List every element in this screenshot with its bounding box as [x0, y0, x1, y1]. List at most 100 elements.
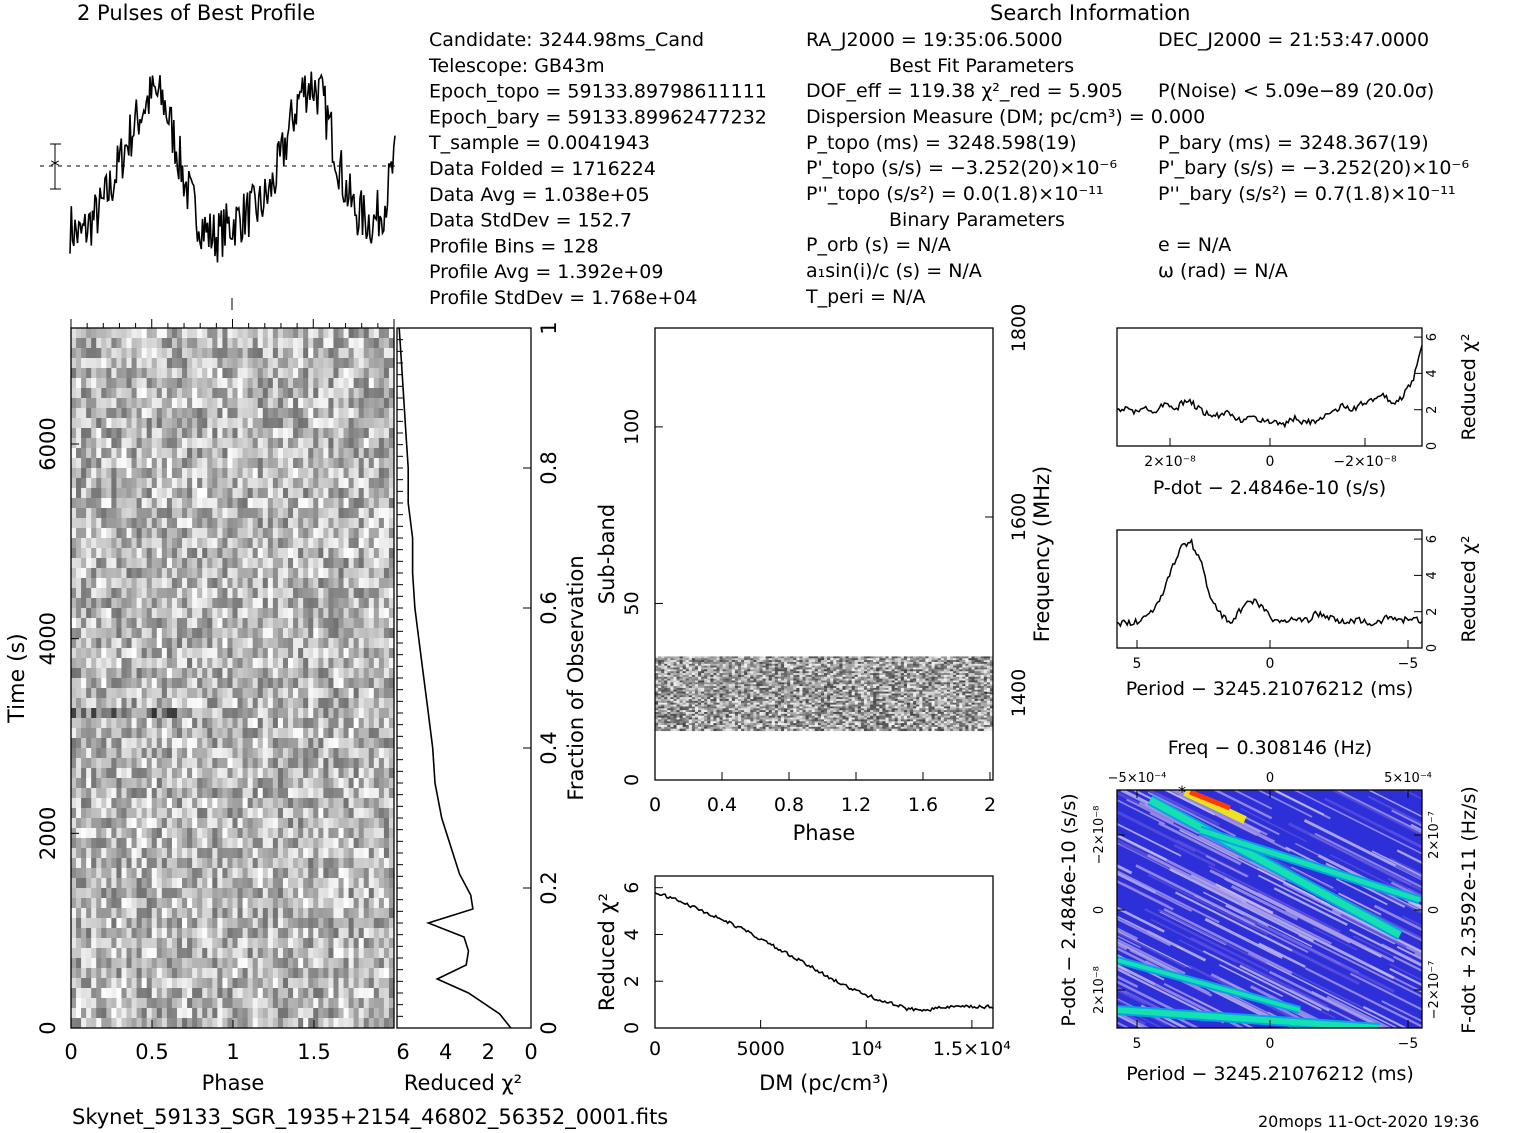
- heat-cell: [323, 478, 329, 489]
- heat-cell: [262, 698, 269, 709]
- heat-cell: [187, 918, 193, 929]
- heat-cell: [272, 888, 279, 899]
- heat-cell: [368, 758, 375, 769]
- heat-cell: [308, 328, 314, 339]
- heat-cell: [76, 808, 82, 819]
- subband-cell: [851, 660, 856, 663]
- heat-cell: [86, 718, 92, 729]
- heat-cell: [308, 528, 314, 539]
- heat-cell: [217, 338, 223, 349]
- heat-cell: [217, 848, 223, 859]
- heat-cell: [182, 998, 188, 1009]
- heat-cell: [106, 358, 112, 369]
- heat-cell: [212, 928, 218, 939]
- heat-cell: [202, 788, 208, 799]
- subband-cell: [863, 658, 868, 661]
- heat-cell: [156, 1018, 163, 1029]
- heat-cell: [368, 358, 375, 369]
- heat-cell: [237, 808, 244, 819]
- heat-cell: [262, 528, 269, 539]
- heat-cell: [247, 498, 254, 509]
- heat-cell: [197, 748, 203, 759]
- heat-cell: [267, 608, 274, 619]
- heat-cell: [383, 778, 390, 789]
- heat-cell: [368, 548, 375, 559]
- heat-cell: [267, 658, 274, 669]
- heat-cell: [383, 448, 390, 459]
- heat-cell: [288, 938, 294, 949]
- heat-cell: [202, 698, 208, 709]
- heat-cell: [293, 768, 299, 779]
- heat-cell: [303, 568, 309, 579]
- info-line: P_orb (s) = N/A: [806, 234, 951, 256]
- heat-cell: [202, 678, 208, 689]
- heat-cell: [358, 458, 365, 469]
- heat-cell: [136, 988, 143, 999]
- heat-cell: [353, 618, 360, 629]
- heat-cell: [348, 948, 355, 959]
- heat-cell: [81, 368, 87, 379]
- heat-cell: [207, 468, 213, 479]
- heat-cell: [318, 668, 324, 679]
- heat-cell: [363, 418, 370, 429]
- heat-cell: [242, 818, 249, 829]
- heat-cell: [136, 708, 143, 719]
- subband-cell: [710, 656, 714, 659]
- heat-cell: [207, 828, 213, 839]
- heat-cell: [126, 598, 133, 609]
- heat-cell: [146, 528, 153, 539]
- heat-cell: [363, 618, 370, 629]
- heat-cell: [358, 558, 365, 569]
- heat-cell: [267, 498, 274, 509]
- heat-cell: [353, 638, 360, 649]
- heat-cell: [368, 588, 375, 599]
- heat-cell: [111, 678, 117, 689]
- heat-cell: [192, 648, 198, 659]
- heat-cell: [318, 398, 324, 409]
- heat-cell: [176, 438, 183, 449]
- heat-cell: [373, 428, 380, 439]
- heat-cell: [348, 408, 355, 419]
- heat-cell: [298, 728, 304, 739]
- heat-cell: [383, 478, 390, 489]
- heat-cell: [91, 798, 97, 809]
- heat-cell: [378, 468, 385, 479]
- subband-cell: [943, 656, 948, 659]
- subband-cell: [777, 660, 782, 663]
- subband-cell: [860, 656, 865, 659]
- heat-cell: [161, 518, 168, 529]
- heat-cell: [202, 768, 208, 779]
- heat-cell: [212, 758, 218, 769]
- heat-cell: [328, 648, 334, 659]
- heat-cell: [293, 388, 299, 399]
- heat-cell: [363, 838, 370, 849]
- heat-cell: [176, 488, 183, 499]
- heat-cell: [121, 818, 128, 829]
- heat-cell: [333, 708, 339, 719]
- heat-cell: [333, 678, 339, 689]
- heat-cell: [293, 798, 299, 809]
- heat-cell: [247, 418, 254, 429]
- subband-cell: [793, 660, 797, 663]
- subband-cell: [974, 658, 979, 661]
- heat-cell: [227, 788, 233, 799]
- heat-cell: [378, 798, 385, 809]
- subband-cell: [842, 656, 847, 659]
- heat-cell: [298, 928, 304, 939]
- heat-cell: [131, 468, 138, 479]
- heat-cell: [156, 668, 163, 679]
- heat-cell: [192, 528, 198, 539]
- heat-cell: [373, 888, 380, 899]
- heat-cell: [252, 1018, 259, 1029]
- heat-cell: [121, 1008, 128, 1019]
- heat-cell: [333, 768, 339, 779]
- heat-cell: [121, 588, 128, 599]
- heat-cell: [91, 748, 97, 759]
- heat-cell: [232, 398, 239, 409]
- heat-cell: [363, 1018, 370, 1029]
- heat-cell: [116, 638, 122, 649]
- heat-cell: [262, 998, 269, 1009]
- heat-cell: [136, 368, 143, 379]
- heat-cell: [313, 328, 319, 339]
- heat-cell: [242, 898, 249, 909]
